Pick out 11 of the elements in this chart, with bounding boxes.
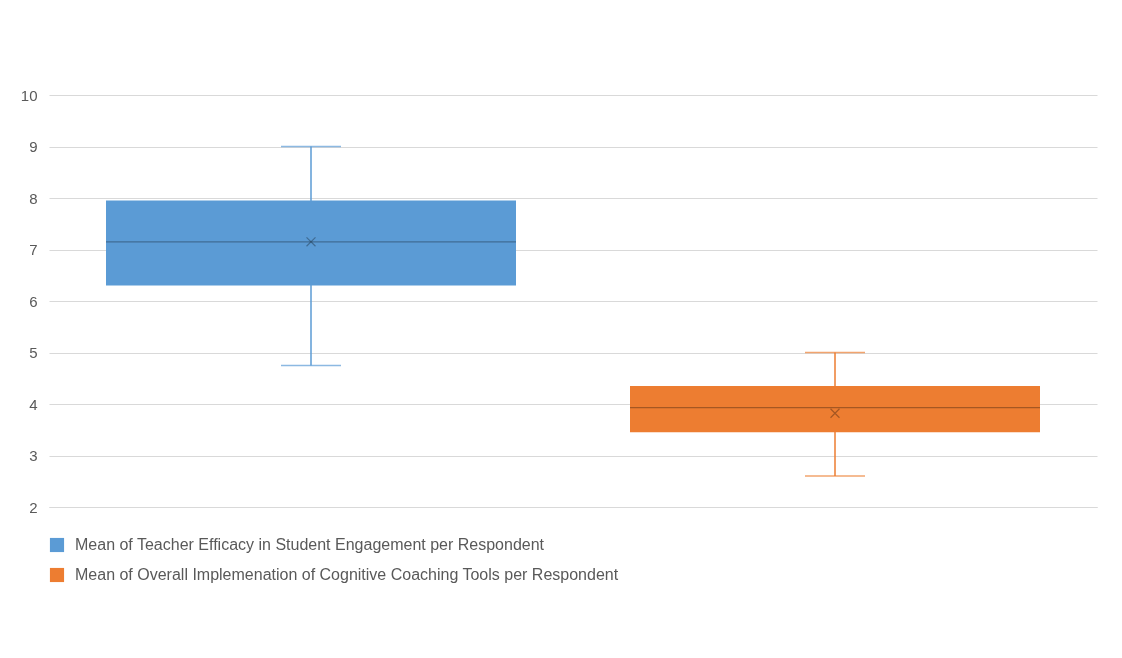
y-tick-label: 3 xyxy=(29,447,38,464)
y-tick-label: 7 xyxy=(29,241,38,258)
legend-label: Mean of Overall Implemenation of Cognitive Coaching Tools per Respondent xyxy=(75,566,619,583)
y-tick-label: 5 xyxy=(29,344,38,361)
y-tick-label: 2 xyxy=(29,498,38,516)
legend-label: Mean of Teacher Efficacy in Student Engagement per Respondent xyxy=(75,536,545,553)
y-tick-label: 10 xyxy=(20,86,38,104)
y-tick-label: 9 xyxy=(29,138,38,155)
y-tick-label: 6 xyxy=(29,292,38,310)
y-tick-label: 4 xyxy=(29,395,38,413)
y-tick-label: 8 xyxy=(29,189,38,207)
